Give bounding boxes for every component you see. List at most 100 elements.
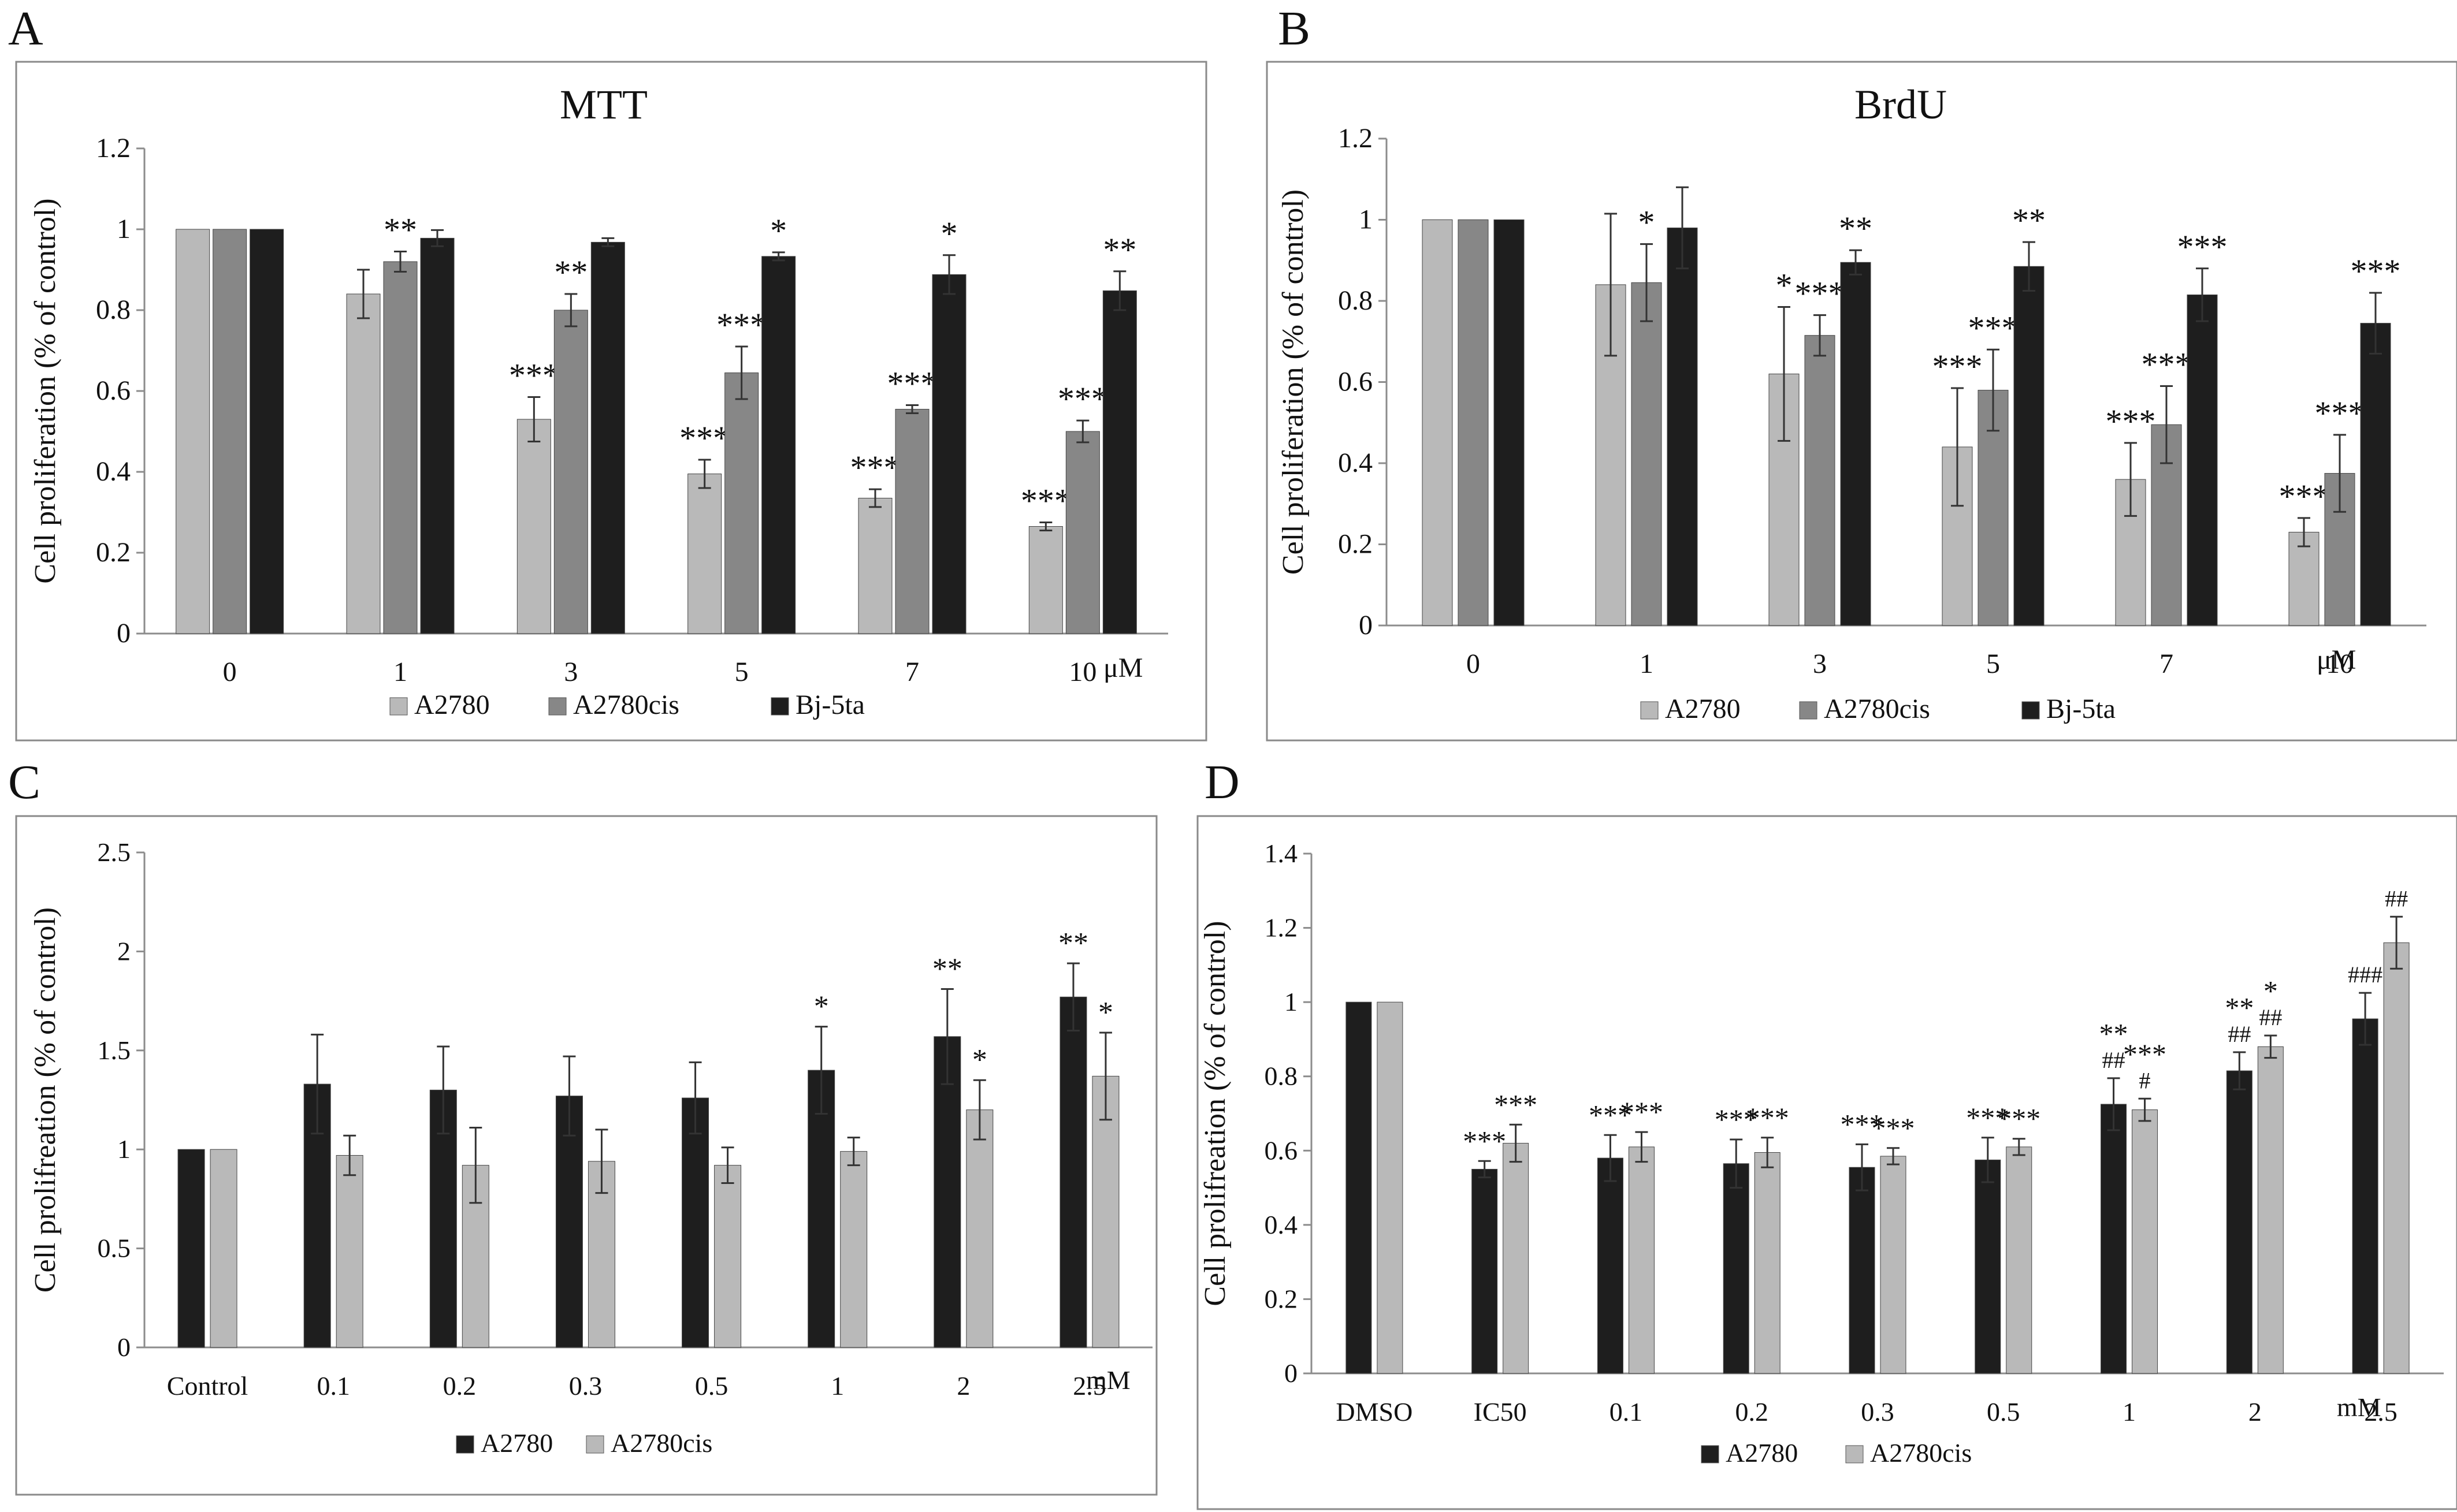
significance-marker: *** xyxy=(2315,394,2365,432)
legend-label: A2780 xyxy=(414,690,490,720)
y-axis-label: Cell proliferation (% of control) xyxy=(1277,189,1310,575)
significance-marker: ** xyxy=(2099,1017,2128,1049)
bar-a2780 xyxy=(1345,1001,1372,1374)
significance-marker: *** xyxy=(1620,1096,1663,1128)
bar-a2780 xyxy=(687,474,722,634)
y-tick-label: 0.6 xyxy=(96,375,131,406)
bar-a2780cis xyxy=(2006,1146,2032,1374)
significance-marker: * xyxy=(1638,204,1655,241)
bar-a2780cis xyxy=(553,310,588,634)
x-tick-label: 2.5 xyxy=(1073,1371,1106,1401)
significance-marker: *** xyxy=(887,365,938,403)
bar-a2780cis xyxy=(1804,335,1835,626)
legend-label: A2780cis xyxy=(573,690,679,720)
x-tick-label: 0.5 xyxy=(695,1371,728,1401)
legend-label: A2780 xyxy=(481,1428,553,1458)
bar-a2780 xyxy=(555,1096,583,1348)
x-tick-label: 1 xyxy=(1640,649,1653,679)
bar-a2780cis xyxy=(1458,219,1489,626)
x-tick-label: 10 xyxy=(1069,657,1096,687)
unit-label: mM xyxy=(1086,1365,1131,1395)
significance-marker: ## xyxy=(2259,1004,2282,1030)
legend-label: Bj-5ta xyxy=(796,690,865,720)
bar-a2780 xyxy=(858,498,893,634)
panel-letter: D xyxy=(1205,755,1240,809)
significance-marker: ** xyxy=(1058,927,1088,960)
y-tick-label: 0.2 xyxy=(96,537,131,568)
significance-marker: * xyxy=(1776,267,1793,304)
significance-marker: *** xyxy=(1841,1108,1884,1140)
bar-a2780cis xyxy=(1065,431,1100,634)
significance-marker: *** xyxy=(1997,1103,2040,1135)
y-tick-label: 1 xyxy=(1359,204,1373,235)
bar-a2780 xyxy=(1597,1157,1623,1374)
significance-marker: * xyxy=(972,1044,987,1077)
y-tick-label: 0.6 xyxy=(1265,1135,1298,1165)
x-tick-label: 1 xyxy=(831,1371,844,1401)
bar-a2780 xyxy=(1975,1159,2001,1374)
legend-label: A2780 xyxy=(1665,694,1741,724)
y-tick-label: 0.8 xyxy=(1265,1062,1298,1091)
bar-a2780cis xyxy=(213,229,247,634)
bar-a2780 xyxy=(1723,1163,1749,1374)
y-tick-label: 0.4 xyxy=(96,456,131,487)
significance-marker: *** xyxy=(1968,309,2019,347)
panel-frame xyxy=(1196,815,2457,1510)
bar-a2780 xyxy=(2226,1070,2252,1374)
x-tick-label: 0.2 xyxy=(1735,1397,1768,1427)
bar-bj-5ta xyxy=(1493,219,1525,626)
significance-marker: ### xyxy=(2348,962,2382,988)
significance-marker: * xyxy=(1098,996,1113,1029)
bar-bj-5ta xyxy=(761,256,796,634)
bar-a2780 xyxy=(1422,219,1453,626)
y-tick-label: 1.4 xyxy=(1265,839,1298,868)
significance-marker: *** xyxy=(509,357,559,394)
bar-bj-5ta xyxy=(2187,294,2218,626)
significance-marker: ** xyxy=(1839,210,1872,247)
bar-a2780cis xyxy=(2383,942,2410,1374)
bar-a2780 xyxy=(1060,996,1087,1348)
x-tick-label: 1 xyxy=(393,657,407,687)
significance-marker: ** xyxy=(2012,202,2046,239)
bar-a2780 xyxy=(2352,1018,2378,1374)
bar-a2780cis xyxy=(2257,1046,2284,1374)
bar-a2780 xyxy=(2101,1104,2127,1374)
significance-marker: *** xyxy=(679,419,730,457)
panel-D: D 0 0.2 0.4 0.6 0.8 1 1.2 1.4 Cell prolifreation … xyxy=(1196,755,2457,1510)
legend-swatch xyxy=(586,1435,604,1454)
bar-bj-5ta xyxy=(420,237,455,634)
x-tick-label: IC50 xyxy=(1474,1397,1527,1427)
x-tick-label: 2 xyxy=(2248,1397,2262,1427)
x-tick-label: 7 xyxy=(905,657,919,687)
x-tick-label: Control xyxy=(167,1371,248,1401)
x-tick-label: 0 xyxy=(1466,649,1480,679)
significance-marker: *** xyxy=(2351,252,2401,290)
significance-marker: ** xyxy=(554,254,588,291)
bar-a2780cis xyxy=(1377,1001,1403,1374)
y-tick-label: 0.4 xyxy=(1338,448,1373,478)
y-tick-label: 1 xyxy=(1284,987,1298,1016)
bar-a2780 xyxy=(346,293,381,634)
chart-title: BrdU xyxy=(1854,81,1947,128)
significance-marker: *** xyxy=(850,449,901,486)
y-tick-label: 0.6 xyxy=(1338,367,1373,397)
bar-a2780cis xyxy=(383,261,418,634)
significance-marker: *** xyxy=(1021,482,1071,520)
legend-label: A2780cis xyxy=(1870,1438,1972,1468)
bar-a2780cis xyxy=(2132,1109,2158,1374)
x-tick-label: 0.2 xyxy=(443,1371,477,1401)
significance-marker: *** xyxy=(2123,1038,2166,1070)
significance-marker: *** xyxy=(1872,1112,1915,1144)
y-tick-label: 0 xyxy=(117,618,131,649)
bar-bj-5ta xyxy=(250,229,284,634)
panel-letter: A xyxy=(8,2,43,55)
x-tick-label: 5 xyxy=(1986,649,2000,679)
legend-label: A2780cis xyxy=(611,1428,712,1458)
bar-a2780 xyxy=(1471,1168,1498,1374)
legend-swatch xyxy=(2021,701,2040,720)
significance-marker: *** xyxy=(1932,348,1983,385)
bar-a2780cis xyxy=(1503,1142,1529,1374)
y-tick-label: 1.2 xyxy=(1338,123,1373,154)
y-tick-label: 0 xyxy=(1359,610,1373,640)
y-axis-label: Cell prolifreation (% of control) xyxy=(29,907,62,1293)
